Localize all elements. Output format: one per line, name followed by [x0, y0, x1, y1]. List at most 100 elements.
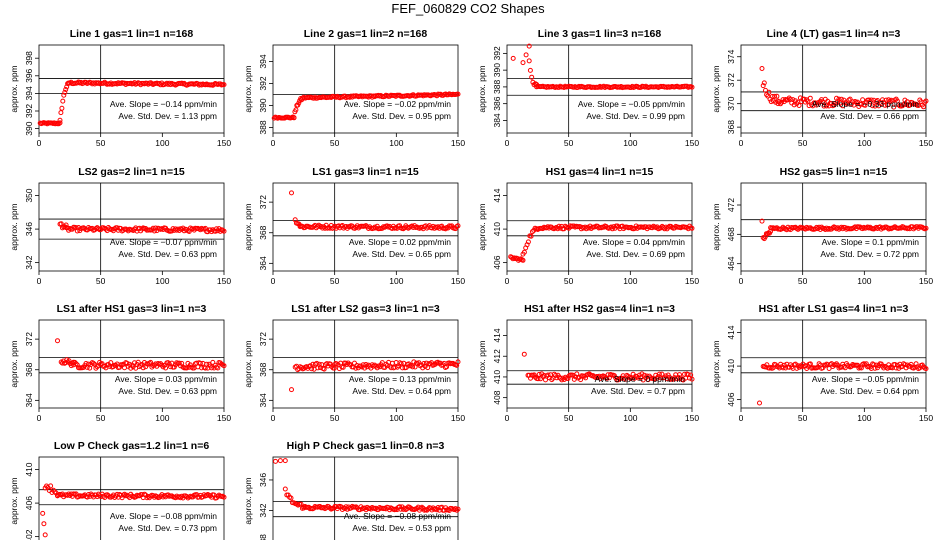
- data-points: [37, 79, 227, 127]
- chart-title: Line 4 (LT) gas=1 lin=4 n=3: [767, 28, 901, 40]
- data-point: [42, 532, 48, 538]
- data-point: [922, 99, 928, 105]
- y-axis-label: approx. ppm: [243, 340, 253, 387]
- data-point: [296, 100, 302, 106]
- data-point: [328, 361, 333, 367]
- chart-title: Line 2 gas=1 lin=2 n=168: [304, 28, 428, 40]
- slope-annotation: Ave. Slope = −0.08 ppm/min: [344, 511, 451, 521]
- data-point: [221, 82, 227, 88]
- data-point: [521, 249, 527, 255]
- data-point: [689, 84, 695, 90]
- data-point: [169, 228, 175, 234]
- x-tick-label: 100: [623, 413, 637, 423]
- data-point: [814, 224, 820, 230]
- chart-title: HS1 gas=4 lin=1 n=15: [546, 166, 654, 178]
- data-point: [384, 223, 390, 229]
- data-point: [769, 94, 775, 99]
- std-dev-annotation: Ave. Std. Dev. = 0.53 ppm: [352, 523, 451, 533]
- x-tick-label: 0: [271, 276, 276, 286]
- slope-annotation: Ave. Slope = 0.03 ppm/min: [115, 374, 217, 384]
- data-point: [288, 495, 294, 501]
- x-tick-label: 50: [96, 413, 106, 423]
- x-tick-label: 50: [798, 276, 808, 286]
- data-point: [913, 101, 919, 107]
- data-point: [761, 80, 767, 86]
- chart-panel-8: HS2 gas=5 lin=1 n=15 0 50 100 150 464 468 472 ap…: [711, 166, 933, 286]
- y-axis-label: approx. ppm: [711, 203, 721, 250]
- chart-title: HS1 after LS1 gas=4 lin=1 n=3: [759, 303, 909, 315]
- slope-annotation: Ave. Slope = 0.02 ppm/min: [349, 237, 451, 247]
- y-tick-label: 384: [492, 113, 502, 127]
- x-tick-label: 150: [451, 413, 465, 423]
- data-point: [759, 218, 765, 224]
- y-tick-label: 394: [24, 86, 34, 100]
- data-point: [757, 400, 762, 406]
- data-points: [510, 43, 695, 91]
- data-point: [768, 99, 774, 105]
- data-points: [289, 190, 461, 232]
- data-point: [790, 97, 796, 103]
- data-point: [781, 362, 787, 368]
- data-point: [796, 103, 802, 108]
- y-tick-label: 372: [258, 195, 268, 209]
- data-point: [424, 507, 430, 513]
- x-tick-label: 50: [330, 138, 340, 148]
- slope-annotation: Ave. Slope = −0.07 ppm/min: [110, 237, 217, 247]
- chart-panel-4: Line 4 (LT) gas=1 lin=4 n=3 0 50 100 150 368 3…: [711, 28, 933, 148]
- data-point: [298, 501, 304, 507]
- std-dev-annotation: Ave. Std. Dev. = 0.72 ppm: [820, 249, 919, 259]
- data-point: [860, 97, 866, 103]
- slope-annotation: Ave. Slope = 0.04 ppm/min: [583, 237, 685, 247]
- y-axis-label: approx. ppm: [9, 477, 19, 524]
- data-point: [293, 107, 299, 113]
- y-axis-label: approx. ppm: [243, 203, 253, 250]
- data-point: [824, 103, 829, 109]
- chart-panel-11: HS1 after HS2 gas=4 lin=1 n=3 0 50 100 150 40…: [477, 303, 699, 423]
- data-point: [689, 376, 695, 382]
- data-point: [331, 365, 337, 371]
- data-point: [689, 225, 695, 231]
- y-tick-label: 414: [726, 325, 736, 339]
- data-point: [273, 458, 278, 464]
- x-tick-label: 100: [857, 413, 871, 423]
- y-axis-label: approx. ppm: [711, 65, 721, 112]
- data-point: [62, 89, 68, 95]
- chart-title: LS1 after LS2 gas=3 lin=1 n=3: [291, 303, 440, 315]
- slope-annotation: Ave. Slope = 0 ppm/min: [595, 374, 686, 384]
- y-tick-label: 390: [258, 98, 268, 112]
- y-tick-label: 386: [492, 96, 502, 110]
- x-tick-label: 0: [739, 276, 744, 286]
- std-dev-annotation: Ave. Std. Dev. = 0.65 ppm: [352, 249, 451, 259]
- data-point: [215, 365, 221, 371]
- x-tick-label: 50: [96, 138, 106, 148]
- data-point: [840, 103, 846, 109]
- chart-title: Line 3 gas=1 lin=3 n=168: [538, 28, 662, 40]
- data-point: [533, 374, 538, 380]
- data-point: [41, 521, 47, 527]
- x-tick-label: 0: [505, 413, 510, 423]
- y-tick-label: 410: [24, 462, 34, 476]
- data-point: [397, 504, 403, 510]
- x-tick-label: 50: [96, 276, 106, 286]
- y-axis-label: approx. ppm: [711, 340, 721, 387]
- y-tick-label: 394: [258, 54, 268, 68]
- data-point: [655, 374, 661, 380]
- data-point: [835, 99, 841, 105]
- data-point: [60, 98, 66, 104]
- x-tick-label: 150: [217, 276, 231, 286]
- data-point: [524, 242, 530, 248]
- data-point: [140, 365, 146, 371]
- y-tick-label: 410: [492, 370, 502, 384]
- data-point: [523, 52, 529, 58]
- y-axis-label: approx. ppm: [477, 340, 487, 387]
- data-points: [289, 359, 461, 393]
- x-tick-label: 0: [739, 413, 744, 423]
- x-tick-label: 150: [919, 413, 933, 423]
- y-tick-label: 398: [24, 51, 34, 65]
- x-tick-label: 150: [217, 413, 231, 423]
- data-point: [805, 98, 811, 104]
- slope-annotation: Ave. Slope = 0.13 ppm/min: [349, 374, 451, 384]
- x-tick-label: 50: [330, 276, 340, 286]
- data-point: [843, 100, 849, 106]
